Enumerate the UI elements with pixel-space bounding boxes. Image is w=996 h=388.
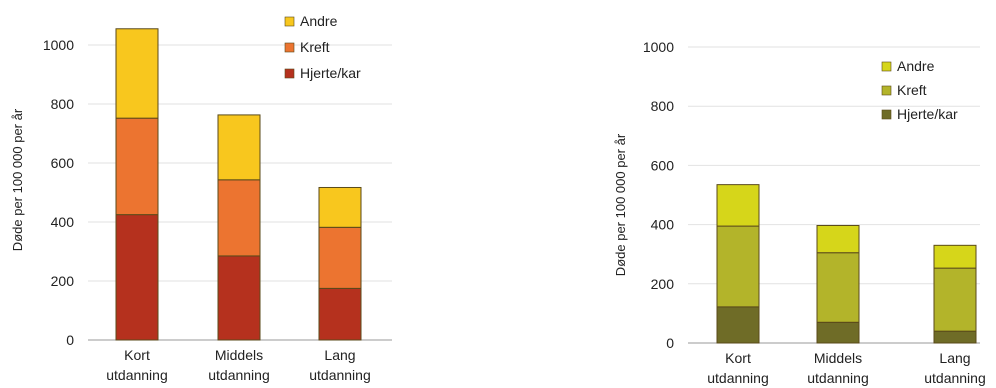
- chart-1: 0 200 400 600 800 1000 Døde per 100 000 per år…: [10, 13, 392, 383]
- x-tick-label: utdanning: [707, 370, 769, 386]
- y-tick-label: 0: [666, 335, 674, 351]
- bar-segment-kreft: [318, 226, 362, 289]
- legend-label: Andre: [300, 13, 338, 29]
- y-tick-label: 1000: [643, 39, 674, 55]
- y-tick-label: 200: [651, 276, 675, 292]
- y-tick-label: 400: [51, 214, 75, 230]
- bar-segment-kreft: [716, 225, 760, 308]
- bar-segment-andre: [115, 28, 159, 119]
- y-tick-label: 600: [651, 157, 675, 173]
- bar-segment-andre: [933, 244, 977, 269]
- bar-segment-hjerte-kar: [816, 321, 860, 344]
- legend-swatch: [881, 85, 892, 96]
- x-tick-label: utdanning: [309, 367, 371, 383]
- y-tick-label: 400: [651, 217, 675, 233]
- legend: Andre Kreft Hjerte/kar: [284, 13, 361, 81]
- chart-2: 0 200 400 600 800 1000 Døde per 100 000 per år…: [613, 39, 986, 386]
- legend-label: Andre: [897, 58, 935, 74]
- bar-segment-hjerte-kar: [318, 287, 362, 341]
- bar-segment-kreft: [816, 252, 860, 323]
- bar-segment-hjerte-kar: [716, 306, 760, 344]
- legend-label: Kreft: [897, 82, 927, 98]
- x-tick-label: utdanning: [208, 367, 270, 383]
- y-tick-label: 800: [651, 98, 675, 114]
- legend-swatch: [881, 61, 892, 72]
- y-tick-label: 200: [51, 273, 75, 289]
- bar-segment-hjerte-kar: [933, 330, 977, 344]
- bar-segment-andre: [217, 114, 261, 181]
- legend-swatch: [284, 16, 295, 27]
- y-tick-label: 1000: [43, 37, 74, 53]
- x-tick-label: Kort: [124, 347, 150, 363]
- y-axis-label: Døde per 100 000 per år: [10, 108, 25, 251]
- y-tick-label: 800: [51, 96, 75, 112]
- y-tick-label: 0: [66, 332, 74, 348]
- legend-label: Hjerte/kar: [897, 106, 958, 122]
- x-tick-label: Middels: [814, 350, 862, 366]
- bar-segment-kreft: [933, 267, 977, 332]
- legend-label: Hjerte/kar: [300, 65, 361, 81]
- bar-segment-kreft: [217, 179, 261, 257]
- legend-swatch: [284, 42, 295, 53]
- x-tick-label: utdanning: [106, 367, 168, 383]
- legend-label: Kreft: [300, 39, 330, 55]
- legend: Andre Kreft Hjerte/kar: [881, 58, 958, 122]
- y-tick-label: 600: [51, 155, 75, 171]
- bar-segment-hjerte-kar: [217, 255, 261, 341]
- legend-swatch: [881, 109, 892, 120]
- y-axis-label: Døde per 100 000 per år: [613, 133, 628, 276]
- x-tick-label: Middels: [215, 347, 263, 363]
- legend-swatch: [284, 68, 295, 79]
- bar-segment-kreft: [115, 117, 159, 216]
- bar-segment-andre: [716, 184, 760, 227]
- bar-segment-hjerte-kar: [115, 214, 159, 341]
- bar-segment-andre: [318, 186, 362, 228]
- x-tick-label: utdanning: [924, 370, 986, 386]
- x-tick-label: utdanning: [807, 370, 869, 386]
- x-tick-label: Lang: [939, 350, 970, 366]
- x-tick-label: Kort: [725, 350, 751, 366]
- x-tick-label: Lang: [324, 347, 355, 363]
- bar-segment-andre: [816, 224, 860, 254]
